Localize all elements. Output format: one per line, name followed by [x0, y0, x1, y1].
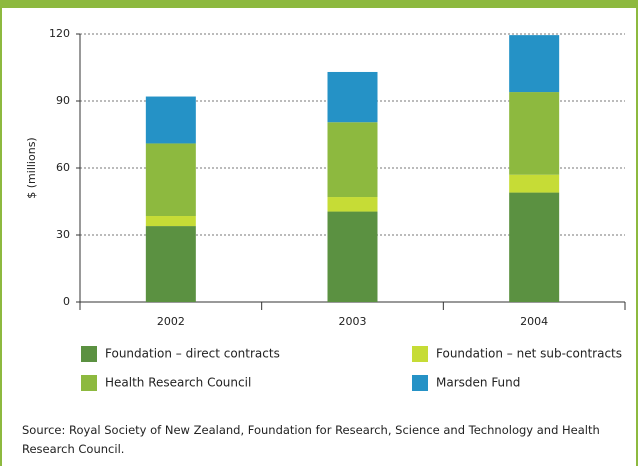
legend-swatch: [81, 346, 97, 362]
top-band: [0, 0, 638, 8]
y-tick-label: 0: [63, 295, 70, 308]
bar-segment: [509, 92, 560, 175]
y-tick-label: 90: [56, 94, 70, 107]
source-note: Source: Royal Society of New Zealand, Fo…: [22, 423, 600, 456]
left-border: [0, 0, 2, 466]
bar-segment: [509, 174, 560, 193]
x-tick-label: 2002: [157, 315, 185, 328]
bar-segment: [145, 96, 196, 144]
bar-segment: [145, 226, 196, 302]
bar-segment: [145, 143, 196, 217]
legend-swatch: [412, 346, 428, 362]
legend-label: Foundation – net sub-contracts: [436, 347, 622, 361]
y-tick-label: 60: [56, 161, 70, 174]
legend-swatch: [412, 375, 428, 391]
y-axis-label: $ (millions): [25, 137, 38, 198]
legend-label: Health Research Council: [105, 376, 251, 390]
bar-segment: [509, 35, 560, 93]
bar-segment: [145, 216, 196, 227]
bar-segment: [327, 211, 378, 302]
legend-swatch: [81, 375, 97, 391]
y-tick-label: 120: [49, 27, 70, 40]
bar-segment: [327, 71, 378, 123]
legend-label: Foundation – direct contracts: [105, 347, 280, 361]
bar-segment: [327, 197, 378, 212]
x-tick-label: 2004: [520, 315, 548, 328]
x-tick-label: 2003: [339, 315, 367, 328]
right-border: [636, 0, 638, 466]
y-tick-label: 30: [56, 228, 70, 241]
bar-segment: [509, 192, 560, 302]
bar-segment: [327, 122, 378, 198]
legend-label: Marsden Fund: [436, 376, 520, 390]
